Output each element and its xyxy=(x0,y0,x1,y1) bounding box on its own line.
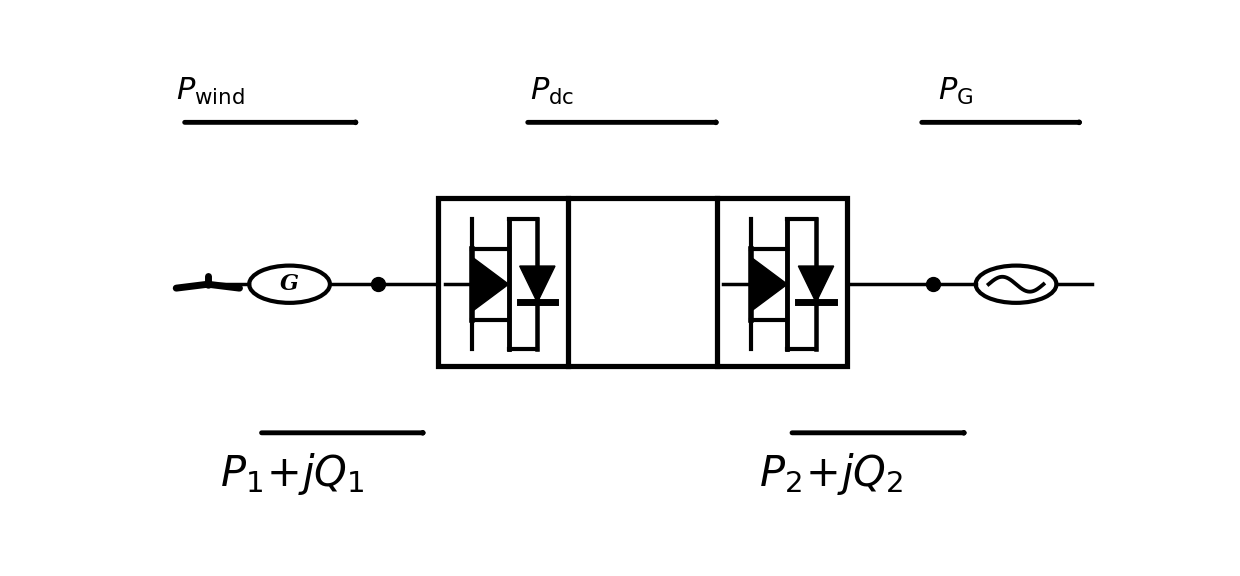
Bar xyxy=(439,198,568,366)
Polygon shape xyxy=(750,257,787,312)
Polygon shape xyxy=(799,266,833,302)
Text: G: G xyxy=(280,273,299,295)
Polygon shape xyxy=(520,266,556,302)
Text: $P_1\!+\!jQ_1$: $P_1\!+\!jQ_1$ xyxy=(221,451,365,497)
Text: $P_{\rm wind}$: $P_{\rm wind}$ xyxy=(176,76,246,107)
Polygon shape xyxy=(472,257,508,312)
Text: $P_{\rm G}$: $P_{\rm G}$ xyxy=(939,76,973,107)
Bar xyxy=(717,198,847,366)
Text: $P_2\!+\!jQ_2$: $P_2\!+\!jQ_2$ xyxy=(759,451,903,497)
Text: $P_{\rm dc}$: $P_{\rm dc}$ xyxy=(529,76,574,107)
